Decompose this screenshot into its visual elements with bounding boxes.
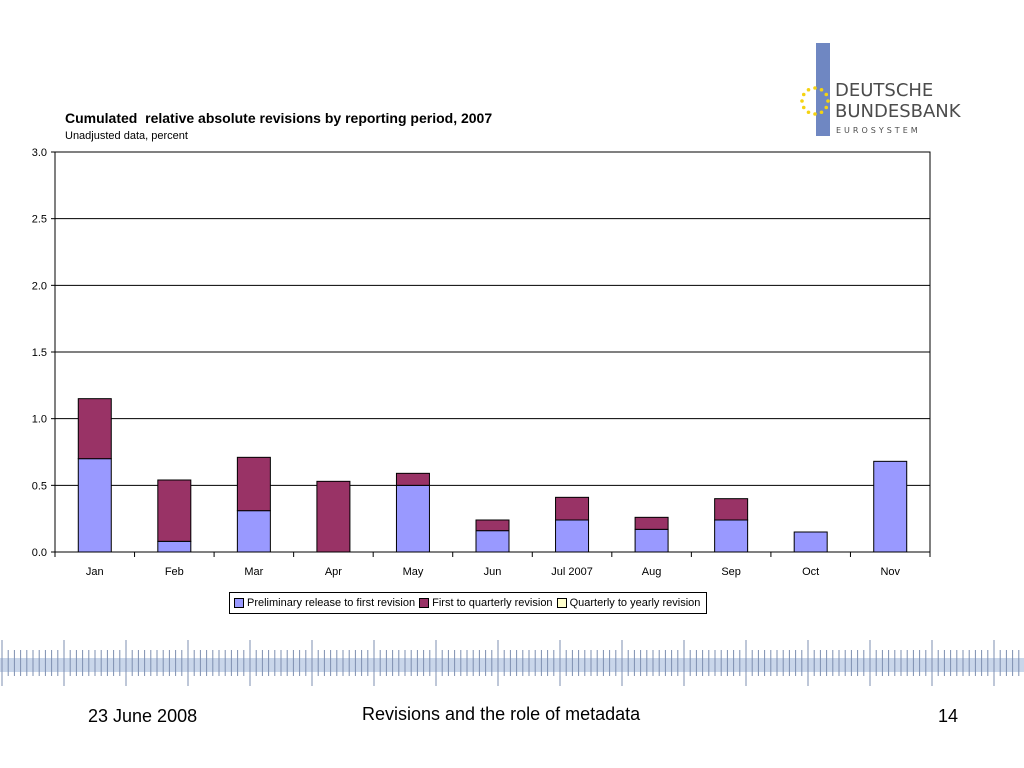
x-tick-label: Oct: [802, 566, 819, 578]
bar-segment: [555, 519, 590, 553]
chart-subtitle: Unadjusted data, percent: [65, 130, 188, 142]
x-tick-label: Jul 2007: [551, 566, 593, 578]
y-tick-label: 1.0: [32, 414, 47, 426]
x-tick-label: Mar: [244, 566, 263, 578]
x-tick-label: Aug: [642, 566, 662, 578]
eu-stars-icon: [800, 86, 830, 116]
bar-segment: [157, 540, 192, 553]
y-tick-label: 2.5: [32, 214, 47, 226]
bar-segment: [395, 484, 430, 553]
bar-segment: [714, 498, 749, 521]
bar-segment: [77, 398, 112, 460]
legend-item: Quarterly to yearly revision: [556, 597, 701, 609]
logo-line2: BUNDESBANK: [835, 101, 962, 122]
page-number: 14: [938, 706, 959, 726]
y-tick-label: 0.5: [32, 480, 47, 492]
legend-label: Quarterly to yearly revision: [569, 597, 701, 609]
bar-segment: [475, 530, 510, 553]
x-tick-label: Sep: [721, 566, 741, 578]
eu-star: [813, 86, 817, 90]
eu-star: [819, 87, 824, 92]
y-tick-label: 3.0: [32, 147, 47, 159]
eu-star: [824, 92, 829, 97]
legend-item: Preliminary release to first revision: [234, 597, 415, 609]
x-tick-label: Feb: [165, 566, 184, 578]
bar-segment: [555, 496, 590, 521]
chart-legend: Preliminary release to first revision Fir…: [229, 592, 708, 614]
y-tick-label: 1.5: [32, 347, 47, 359]
eu-star: [819, 110, 824, 115]
bar-segment: [157, 479, 192, 542]
stacked-bar-chart: 0.0 0.5 1.0 1.5 2.0 2.5 3.0 Jan Feb Mar Apr May Jun J…: [32, 147, 931, 578]
legend-item: First to quarterly revision: [419, 597, 553, 609]
x-tick-label: Jan: [86, 566, 104, 578]
legend-swatch: [234, 598, 244, 608]
eu-star: [801, 92, 806, 97]
logo-line3: EUROSYSTEM: [836, 126, 921, 135]
eu-star: [824, 105, 829, 110]
eu-star: [813, 112, 817, 116]
y-tick-label: 2.0: [32, 280, 47, 292]
bar-segment: [475, 519, 510, 532]
footer-date: 23 June 2008: [88, 706, 198, 726]
bar-segment: [316, 480, 351, 553]
legend-swatch: [419, 598, 430, 608]
logo-line1: DEUTSCHE: [835, 80, 933, 101]
bar-segment: [634, 516, 669, 530]
eu-star: [806, 87, 811, 92]
bar-segment: [236, 510, 271, 553]
y-tick-label: 0.0: [32, 547, 47, 559]
decorative-ruler-band: [0, 640, 1024, 686]
legend-swatch: [556, 598, 567, 608]
x-tick-label: Apr: [325, 566, 342, 578]
eu-star: [806, 110, 811, 115]
x-tick-label: Jun: [484, 566, 502, 578]
bar-segment: [714, 519, 749, 553]
chart-title: Cumulated relative absolute revisions by…: [65, 110, 493, 126]
x-tick-label: May: [403, 566, 424, 578]
x-tick-label: Nov: [880, 566, 900, 578]
legend-label: First to quarterly revision: [432, 597, 553, 609]
eu-star: [800, 99, 804, 103]
legend-label: Preliminary release to first revision: [247, 597, 416, 609]
bar-segment: [236, 456, 271, 512]
eu-star: [826, 99, 830, 103]
footer-title: Revisions and the role of metadata: [362, 704, 641, 724]
bar-segment: [873, 460, 908, 553]
bar-segment: [793, 531, 828, 553]
eu-star: [801, 105, 806, 110]
bar-segment: [395, 472, 430, 486]
bar-segment: [634, 528, 669, 553]
deutsche-bundesbank-logo: DEUTSCHE BUNDESBANK EUROSYSTEM: [800, 43, 962, 136]
bar-segment: [77, 458, 112, 553]
